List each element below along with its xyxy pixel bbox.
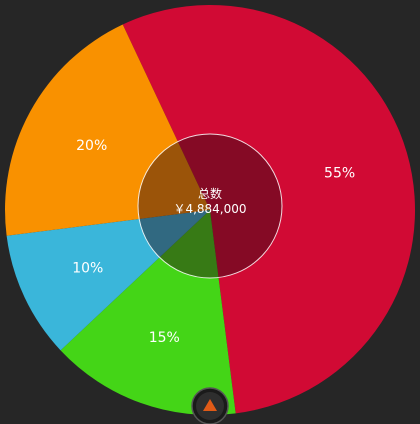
slices-layer [5, 4, 416, 415]
pie-slice-3[interactable] [5, 24, 210, 236]
pie-slice-2[interactable] [6, 210, 211, 351]
center-circle [137, 133, 283, 279]
slice-label-3: 20% [76, 138, 107, 154]
rotate-button[interactable] [191, 387, 229, 424]
slice-label-1: 15% [149, 330, 180, 346]
slice-label-0: 55% [324, 165, 355, 181]
center-overlay: 总数 ￥4,884,000 [137, 133, 283, 279]
pie-slice-1[interactable] [60, 210, 236, 415]
center-title: 总数 [198, 186, 222, 201]
pie-slice-0[interactable] [122, 4, 416, 414]
triangle-up-icon [203, 399, 217, 411]
slice-label-2: 10% [72, 261, 103, 277]
center-total-value: ￥4,884,000 [173, 202, 246, 216]
labels-layer: 55% 15% 10% 20% [72, 138, 355, 346]
